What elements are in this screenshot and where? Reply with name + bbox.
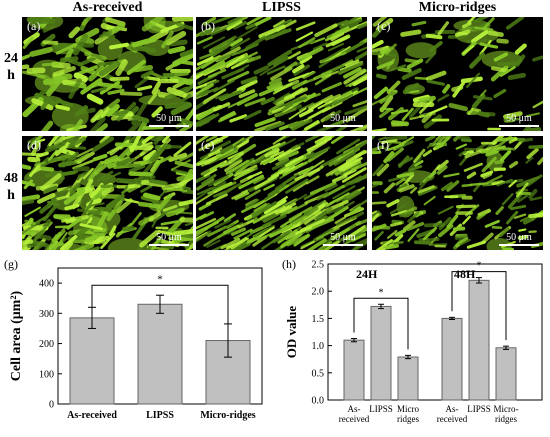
micrograph-d: (d) 50 μm — [22, 136, 193, 250]
chart-g-panel-label: (g) — [4, 257, 18, 271]
row-header-48h: 48 h — [0, 170, 22, 204]
row-header-48h-unit: h — [0, 187, 22, 204]
chart-h-ylabel: OD value — [284, 306, 299, 359]
chart-h-bar — [496, 348, 516, 400]
micrograph-c: (c) 50 μm — [372, 17, 543, 131]
chart-h-panel-label: (h) — [282, 257, 296, 271]
chart-h-bar — [344, 340, 364, 400]
column-header-lipss: LIPSS — [196, 0, 367, 16]
scale-bar-a-text: 50 μm — [156, 113, 182, 124]
panel-label-e: (e) — [201, 138, 214, 153]
row-header-24h-value: 24 — [0, 50, 22, 67]
micrograph-f: (f) 50 μm — [372, 136, 543, 250]
scale-bar-b-text: 50 μm — [330, 113, 356, 124]
panel-label-a: (a) — [27, 19, 40, 34]
chart-h-significance-label: * — [477, 261, 482, 272]
chart-g-container: 0 100 200 300 400 Cell area (μm²) (g) As-receiv… — [0, 254, 272, 432]
chart-g-xtick-label: As-received — [67, 410, 117, 421]
scale-bar-e: 50 μm — [323, 232, 363, 246]
column-header-as-received: As-received — [22, 0, 193, 16]
chart-h-xtick-label: LIPSS — [369, 404, 393, 414]
chart-h-ytick-label: 2.5 — [312, 260, 325, 271]
chart-h-ytick-label: 2.0 — [312, 287, 325, 298]
chart-h-xtick-label: received — [437, 414, 468, 424]
chart-h-ytick-label: 0.0 — [312, 396, 325, 407]
scale-bar-b: 50 μm — [323, 113, 363, 127]
panel-label-c: (c) — [377, 19, 390, 34]
scale-bar-c-text: 50 μm — [506, 113, 532, 124]
scale-bar-d: 50 μm — [149, 232, 189, 246]
chart-g-bar — [138, 304, 182, 404]
chart-g-ytick-label: 300 — [39, 309, 54, 320]
panel-label-d: (d) — [27, 138, 41, 153]
scale-bar-f: 50 μm — [499, 232, 539, 246]
chart-h-bar — [442, 318, 462, 400]
row-header-48h-value: 48 — [0, 170, 22, 187]
chart-h-xtick-label: Micro- — [494, 404, 519, 414]
scale-bar-c: 50 μm — [499, 113, 539, 127]
chart-h-xtick-label: ridges — [495, 414, 517, 424]
panel-label-b: (b) — [201, 19, 215, 34]
chart-h-xtick-label: ridges — [397, 414, 419, 424]
row-header-24h-unit: h — [0, 67, 22, 84]
scale-bar-f-text: 50 μm — [506, 232, 532, 243]
chart-h-bar — [371, 306, 391, 400]
chart-g-ytick-label: 100 — [39, 369, 54, 380]
chart-g-bar — [70, 318, 114, 404]
chart-h-group-label: 48H — [454, 267, 476, 281]
chart-h-xtick-label: LIPSS — [467, 404, 491, 414]
chart-h-xtick-label: received — [339, 414, 370, 424]
panel-label-f: (f) — [377, 138, 389, 153]
scale-bar-a: 50 μm — [149, 113, 189, 127]
chart-g-ytick-label: 0 — [49, 400, 54, 411]
row-header-24h: 24 h — [0, 50, 22, 84]
chart-g-significance-label: * — [157, 273, 163, 285]
column-header-micro-ridges: Micro-ridges — [372, 0, 543, 16]
chart-g-ylabel: Cell area (μm²) — [9, 290, 24, 381]
scale-bar-d-text: 50 μm — [156, 232, 182, 243]
chart-h: 0.0 0.5 1.0 1.5 2.0 2.5 OD value (h) 24H As-recei… — [278, 254, 550, 432]
chart-g: 0 100 200 300 400 Cell area (μm²) (g) As-receiv… — [0, 254, 272, 432]
chart-h-group-label: 24H — [356, 267, 378, 281]
micrograph-a: (a) 50 μm — [22, 17, 193, 131]
chart-g-ytick-label: 400 — [39, 279, 54, 290]
micrograph-e: (e) 50 μm — [196, 136, 367, 250]
chart-g-xtick-label: Micro-ridges — [200, 410, 255, 421]
scale-bar-e-text: 50 μm — [330, 232, 356, 243]
chart-h-container: 0.0 0.5 1.0 1.5 2.0 2.5 OD value (h) 24H As-recei… — [278, 254, 550, 432]
chart-h-xtick-label: Micro — [397, 404, 419, 414]
chart-h-significance-label: * — [379, 287, 384, 298]
chart-h-ytick-label: 1.0 — [312, 341, 325, 352]
micrograph-b: (b) 50 μm — [196, 17, 367, 131]
chart-g-ytick-label: 200 — [39, 339, 54, 350]
chart-h-xtick-label: As- — [446, 404, 459, 414]
chart-h-bar — [398, 357, 418, 400]
chart-h-ytick-label: 0.5 — [312, 368, 325, 379]
chart-h-ytick-label: 1.5 — [312, 314, 325, 325]
chart-h-bar — [469, 280, 489, 400]
chart-h-xtick-label: As- — [348, 404, 361, 414]
chart-g-xtick-label: LIPSS — [146, 410, 174, 421]
